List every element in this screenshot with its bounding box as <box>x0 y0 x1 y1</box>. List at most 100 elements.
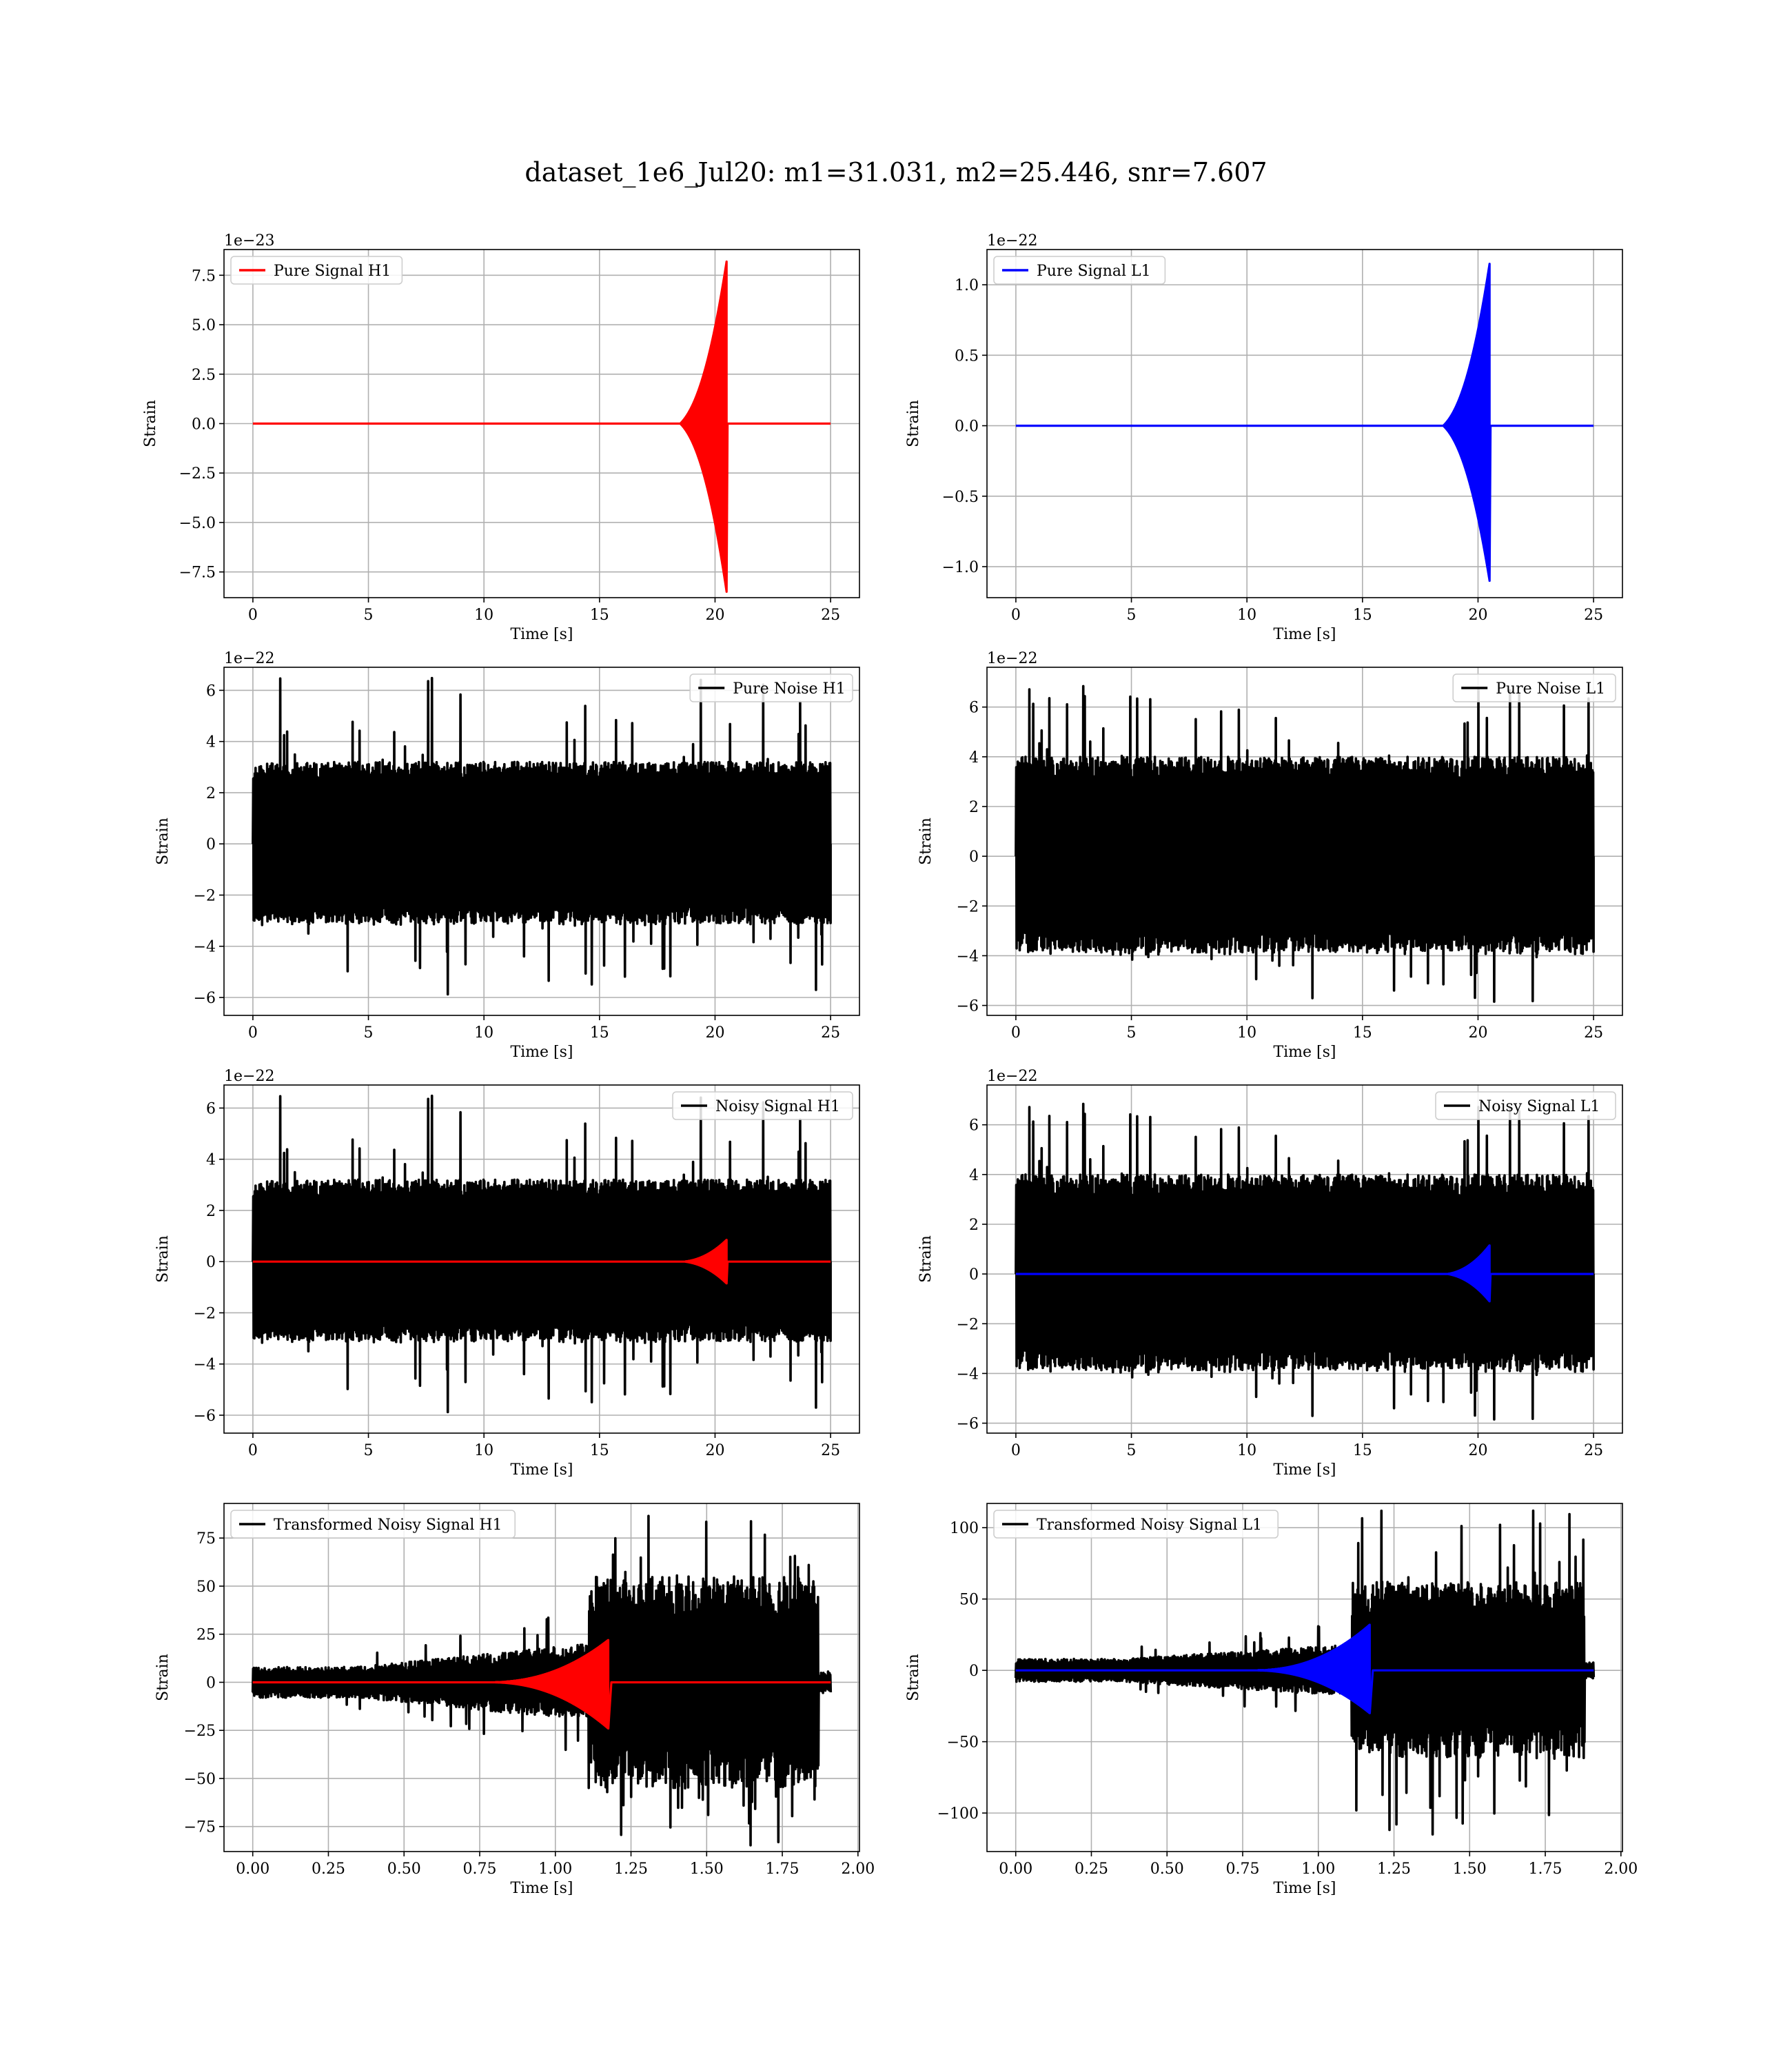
y-tick-label: 0 <box>969 849 979 866</box>
x-tick-label: 25 <box>1584 1024 1603 1042</box>
subplot-pure-noise-h1: 0 5 10 15 20 25 −6 −4 −2 0 2 4 6 Time [s] Strain 1e−22 P… <box>154 650 860 1061</box>
x-tick-label: 25 <box>821 1442 840 1459</box>
legend-label: Transformed Noisy Signal L1 <box>1037 1517 1262 1534</box>
y-tick-label: 4 <box>969 1167 979 1184</box>
x-tick-label: 0 <box>248 1442 258 1459</box>
x-tick-label: 2.00 <box>1604 1861 1638 1878</box>
series-line-overlay <box>1015 1244 1594 1303</box>
x-tick-label: 1.00 <box>538 1861 572 1878</box>
y-offset-text: 1e−22 <box>987 650 1037 667</box>
subplot-pure-noise-l1: 0 5 10 15 20 25 −6 −4 −2 0 2 4 6 Time [s] Strain 1e−22 P… <box>917 650 1623 1061</box>
x-tick-label: 20 <box>705 1442 724 1459</box>
series-line-main <box>1015 685 1595 1003</box>
x-axis-label: Time [s] <box>1273 1880 1336 1897</box>
y-tick-label: −7.5 <box>179 565 216 582</box>
x-tick-label: 25 <box>1584 1442 1603 1459</box>
x-tick-label: 5 <box>364 1442 374 1459</box>
x-tick-label: 15 <box>590 607 609 624</box>
legend: Pure Signal H1 <box>230 256 403 285</box>
legend-label: Pure Noise L1 <box>1496 680 1605 698</box>
x-tick-label: 10 <box>1237 1442 1256 1459</box>
x-tick-label: 10 <box>474 1024 493 1042</box>
subplot-pure-signal-h1: 0 5 10 15 20 25 −7.5 −5.0 −2.5 0.0 2.5 5.0 7.5 Time [… <box>142 232 860 643</box>
plot-area <box>251 1514 833 1847</box>
y-tick-label: −6 <box>957 998 979 1015</box>
plot-area <box>1015 685 1595 1003</box>
y-tick-label: −50 <box>184 1771 216 1788</box>
y-tick-label: −25 <box>184 1723 216 1740</box>
legend-label: Transformed Noisy Signal H1 <box>274 1517 502 1534</box>
legend-box <box>993 256 1166 285</box>
y-tick-label: 7.5 <box>192 267 216 285</box>
y-axis-label: Strain <box>917 818 935 865</box>
subplot-pure-signal-l1: 0 5 10 15 20 25 −1.0 −0.5 0.0 0.5 1.0 Time [s] Strai… <box>905 232 1623 643</box>
x-axis-label: Time [s] <box>510 626 573 643</box>
x-tick-label: 15 <box>1353 1442 1372 1459</box>
series-line-overlay <box>252 1639 831 1730</box>
y-tick-label: −4 <box>957 1366 979 1383</box>
legend-label: Pure Noise H1 <box>733 680 846 698</box>
x-axis-label: Time [s] <box>1273 1044 1336 1061</box>
legend: Noisy Signal L1 <box>1435 1091 1616 1120</box>
x-tick-label: 15 <box>1353 607 1372 624</box>
x-tick-label: 1.25 <box>614 1861 648 1878</box>
axes-frame <box>986 1503 1623 1852</box>
legend: Noisy Signal H1 <box>672 1091 853 1120</box>
y-tick-label: 25 <box>196 1627 216 1644</box>
axes-frame <box>986 249 1623 598</box>
plot-area <box>1014 1509 1596 1836</box>
y-tick-label: −5.0 <box>179 515 216 532</box>
legend-box <box>1435 1091 1616 1120</box>
x-tick-label: 5 <box>1127 1442 1137 1459</box>
x-axis-label: Time [s] <box>1273 626 1336 643</box>
y-offset-text: 1e−23 <box>224 232 274 250</box>
y-tick-label: 2 <box>206 785 216 802</box>
legend: Pure Signal L1 <box>993 256 1166 285</box>
y-tick-label: 0 <box>206 1674 216 1692</box>
x-tick-label: 5 <box>1127 1024 1137 1042</box>
series-line-main <box>1015 263 1594 582</box>
series-line-main <box>251 1514 833 1847</box>
x-tick-label: 5 <box>1127 607 1137 624</box>
x-tick-label: 15 <box>590 1024 609 1042</box>
y-axis-label: Strain <box>905 400 922 447</box>
series-line-overlay <box>1015 1623 1594 1714</box>
y-tick-label: −6 <box>194 990 216 1007</box>
x-tick-label: 0 <box>1011 607 1021 624</box>
y-axis-label: Strain <box>154 1654 172 1701</box>
subplot-transformed-noisy-signal-h1: 0.00 0.25 0.50 0.75 1.00 1.25 1.50 1.75 2.00 −75 −… <box>154 1503 875 1897</box>
x-tick-label: 0 <box>1011 1024 1021 1042</box>
legend: Transformed Noisy Signal H1 <box>230 1510 516 1539</box>
x-tick-label: 20 <box>1468 1442 1487 1459</box>
x-tick-label: 0 <box>248 1024 258 1042</box>
y-offset-text: 1e−22 <box>987 1068 1037 1085</box>
y-tick-label: −2 <box>194 887 216 904</box>
y-offset-text: 1e−22 <box>224 650 274 667</box>
y-tick-label: −4 <box>194 939 216 956</box>
series-line-main <box>252 1094 832 1414</box>
y-tick-label: 4 <box>969 749 979 767</box>
x-tick-label: 20 <box>705 607 724 624</box>
y-tick-label: 0 <box>206 836 216 853</box>
y-tick-label: −100 <box>937 1805 979 1823</box>
legend: Transformed Noisy Signal L1 <box>993 1510 1279 1539</box>
legend-box <box>1452 673 1616 702</box>
x-tick-label: 20 <box>1468 607 1487 624</box>
figure-title: dataset_1e6_Jul20: m1=31.031, m2=25.446,… <box>525 157 1267 187</box>
axes-frame <box>223 667 860 1016</box>
x-tick-label: 1.00 <box>1301 1861 1335 1878</box>
x-tick-label: 15 <box>590 1442 609 1459</box>
y-axis-label: Strain <box>905 1654 922 1701</box>
series-line-overlay <box>252 1239 831 1285</box>
x-tick-label: 10 <box>474 1442 493 1459</box>
x-tick-label: 10 <box>474 607 493 624</box>
x-tick-label: 0.25 <box>312 1861 345 1878</box>
y-tick-label: 4 <box>206 734 216 751</box>
y-axis-label: Strain <box>142 400 159 447</box>
y-tick-label: 1.0 <box>955 277 979 294</box>
x-tick-label: 25 <box>1584 607 1603 624</box>
series-line-main <box>252 676 832 996</box>
y-tick-label: 75 <box>196 1530 216 1548</box>
legend-label: Noisy Signal H1 <box>715 1098 840 1115</box>
